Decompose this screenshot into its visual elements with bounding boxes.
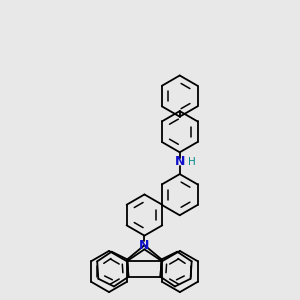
Text: H: H	[188, 157, 196, 167]
Text: N: N	[139, 239, 150, 252]
Text: N: N	[175, 155, 185, 168]
